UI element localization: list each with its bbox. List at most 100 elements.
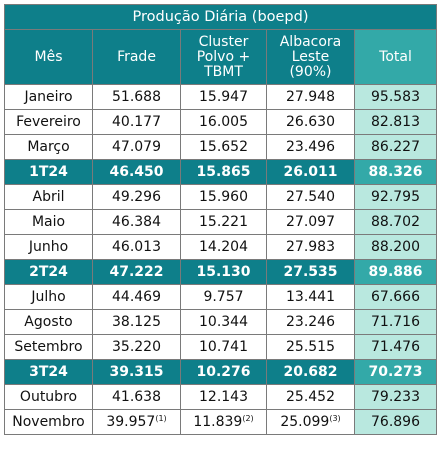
cell-albacora-value: 27.948: [286, 89, 335, 105]
cell-cluster: 15.865: [180, 159, 267, 185]
cell-mes-value: 3T24: [29, 364, 68, 380]
cell-total: 88.702: [354, 209, 437, 235]
cell-cluster-value: 15.960: [199, 189, 248, 205]
cell-total: 89.886: [354, 259, 437, 285]
cell-frade-value: 44.469: [112, 289, 161, 305]
cell-mes: 3T24: [4, 359, 93, 385]
cell-frade-value: 39.957: [106, 414, 156, 430]
header-row: Mês Frade Cluster Polvo + TBMT Albacora …: [4, 29, 437, 85]
cell-frade: 47.079: [92, 134, 181, 160]
cell-mes-value: Janeiro: [24, 89, 73, 105]
cell-frade-value: 51.688: [112, 89, 161, 105]
cell-albacora-value: 27.097: [286, 214, 335, 230]
cell-cluster: 11.839(2): [180, 409, 267, 435]
cell-mes-value: Março: [27, 139, 70, 155]
cell-mes: Maio: [4, 209, 93, 235]
cell-mes: Agosto: [4, 309, 93, 335]
cell-cluster: 12.143: [180, 384, 267, 410]
cell-frade: 46.013: [92, 234, 181, 260]
cell-mes: Novembro: [4, 409, 93, 435]
cell-frade: 44.469: [92, 284, 181, 310]
cell-albacora: 13.441: [266, 284, 355, 310]
cell-frade-value: 41.638: [112, 389, 161, 405]
cell-cluster: 15.960: [180, 184, 267, 210]
quarter-row: 2T24 47.222 15.130 27.535 89.886: [4, 259, 437, 285]
cell-mes: Janeiro: [4, 84, 93, 110]
cell-frade: 41.638: [92, 384, 181, 410]
cell-frade-value: 47.222: [109, 264, 164, 280]
cell-cluster-value: 15.130: [196, 264, 251, 280]
header-cluster-line3: TBMT: [204, 63, 243, 80]
cell-total-value: 89.886: [368, 264, 423, 280]
cell-total: 79.233: [354, 384, 437, 410]
header-total: Total: [354, 29, 437, 85]
cell-mes-value: 2T24: [29, 264, 68, 280]
cell-frade-value: 46.450: [109, 164, 164, 180]
cell-albacora-value: 23.246: [286, 314, 335, 330]
cell-albacora-value: 27.983: [286, 239, 335, 255]
cell-frade-value: 38.125: [112, 314, 161, 330]
cell-frade-value: 47.079: [112, 139, 161, 155]
cell-total-value: 86.227: [371, 139, 420, 155]
cell-frade: 46.384: [92, 209, 181, 235]
cell-total-value: 92.795: [371, 189, 420, 205]
cell-cluster-value: 15.652: [199, 139, 248, 155]
cell-albacora-value: 25.099: [280, 414, 330, 430]
cell-frade: 47.222: [92, 259, 181, 285]
cell-mes-value: Abril: [32, 189, 65, 205]
cell-albacora-value: 25.515: [286, 339, 335, 355]
cell-frade: 39.957(1): [92, 409, 181, 435]
cell-cluster-value: 11.839: [193, 414, 243, 430]
cell-cluster: 14.204: [180, 234, 267, 260]
cell-cluster-value: 16.005: [199, 114, 248, 130]
table-row: Outubro 41.638 12.143 25.452 79.233: [4, 384, 437, 410]
cell-frade-value: 39.315: [109, 364, 164, 380]
cell-cluster-value: 12.143: [199, 389, 248, 405]
footnote-marker: (3): [329, 414, 341, 423]
table-body: Janeiro 51.688 15.947 27.948 95.583 Fevereiro…: [4, 84, 437, 435]
cell-albacora: 27.097: [266, 209, 355, 235]
cell-albacora: 27.540: [266, 184, 355, 210]
cell-cluster: 10.741: [180, 334, 267, 360]
cell-albacora-value: 27.535: [283, 264, 338, 280]
cell-albacora: 25.452: [266, 384, 355, 410]
cell-total-value: 79.233: [371, 389, 420, 405]
cell-albacora: 26.630: [266, 109, 355, 135]
cell-mes: Julho: [4, 284, 93, 310]
cell-cluster-value: 15.865: [196, 164, 251, 180]
cell-total: 92.795: [354, 184, 437, 210]
cell-mes: Fevereiro: [4, 109, 93, 135]
cell-total: 67.666: [354, 284, 437, 310]
cell-total: 95.583: [354, 84, 437, 110]
quarter-row: 1T24 46.450 15.865 26.011 88.326: [4, 159, 437, 185]
cell-albacora: 23.246: [266, 309, 355, 335]
header-mes: Mês: [4, 29, 93, 85]
footnote-marker: (1): [155, 414, 167, 423]
cell-albacora: 25.099(3): [266, 409, 355, 435]
cell-cluster: 15.652: [180, 134, 267, 160]
cell-cluster: 9.757: [180, 284, 267, 310]
cell-frade-value: 40.177: [112, 114, 161, 130]
cell-frade-value: 49.296: [112, 189, 161, 205]
cell-cluster-value: 10.276: [196, 364, 251, 380]
cell-mes: 1T24: [4, 159, 93, 185]
header-albacora-line3: (90%): [289, 63, 332, 80]
cell-frade-value: 46.384: [112, 214, 161, 230]
cell-mes-value: Outubro: [19, 389, 78, 405]
header-albacora-line1: Albacora: [279, 33, 342, 50]
header-cluster-line2: Polvo +: [196, 48, 251, 65]
header-cluster-line1: Cluster: [198, 33, 249, 50]
header-cluster: Cluster Polvo + TBMT: [180, 29, 267, 85]
table-row: Novembro 39.957(1) 11.839(2) 25.099(3) 76.89…: [4, 409, 437, 435]
cell-albacora: 27.983: [266, 234, 355, 260]
cell-albacora-value: 26.011: [283, 164, 338, 180]
cell-mes-value: Julho: [31, 289, 66, 305]
cell-cluster-value: 9.757: [203, 289, 244, 305]
cell-total: 82.813: [354, 109, 437, 135]
cell-cluster: 10.276: [180, 359, 267, 385]
cell-frade: 49.296: [92, 184, 181, 210]
cell-cluster-value: 15.947: [199, 89, 248, 105]
cell-cluster-value: 15.221: [199, 214, 248, 230]
cell-frade: 39.315: [92, 359, 181, 385]
cell-total: 70.273: [354, 359, 437, 385]
